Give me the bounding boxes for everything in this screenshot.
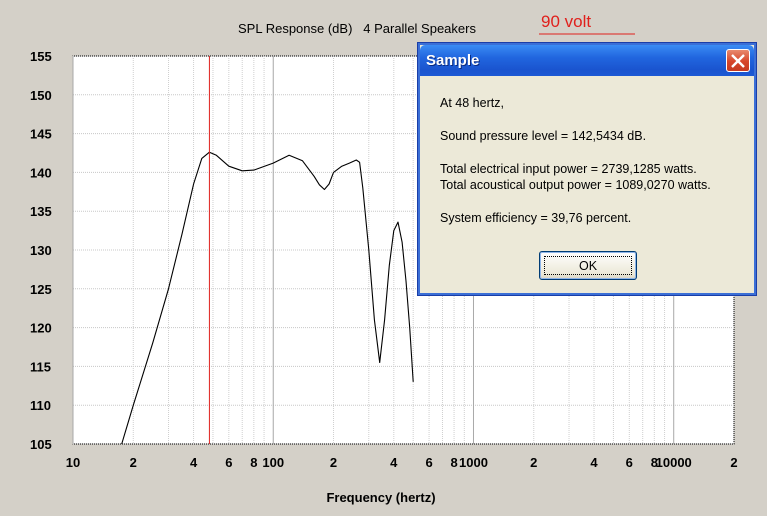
x-tick-label: 10 [66,455,80,470]
x-tick-label: 6 [425,455,432,470]
output-power-line: Total acoustical output power = 1089,027… [440,178,711,192]
y-tick-label: 140 [30,165,52,180]
y-tick-label: 135 [30,204,52,219]
close-icon [731,54,745,68]
x-tick-label: 4 [590,455,598,470]
x-tick-label: 6 [626,455,633,470]
sample-dialog: Sample At 48 hertz, Sound pressure level… [417,42,757,296]
spl-line: Sound pressure level = 142,5434 dB. [440,129,647,143]
ok-button-label: OK [578,258,598,273]
y-tick-label: 110 [30,398,51,413]
ok-button[interactable]: OK [539,251,637,280]
chart-title: SPL Response (dB) 4 Parallel Speakers [238,21,476,36]
ok-focus-rect [544,256,632,275]
dialog-message: At 48 hertz, Sound pressure level = 142,… [440,95,711,226]
x-tick-label: 8 [250,455,257,470]
x-tick-label: 2 [130,455,137,470]
x-tick-label: 100 [262,455,284,470]
dialog-title: Sample [426,52,480,69]
y-tick-label: 130 [30,243,52,258]
y-tick-label: 155 [30,49,52,64]
frequency-line: At 48 hertz, [440,96,504,110]
y-tick-label: 115 [30,359,51,374]
x-tick-label: 2 [330,455,337,470]
y-tick-label: 105 [30,437,52,452]
x-tick-label: 2 [530,455,537,470]
x-tick-label: 6 [225,455,232,470]
x-tick-label: 1000 [459,455,488,470]
x-tick-label: 8 [651,455,658,470]
x-tick-label: 4 [390,455,398,470]
x-axis-label: Frequency (hertz) [326,490,435,505]
x-tick-label: 2 [730,455,737,470]
voltage-annotation: 90 volt [541,12,591,31]
x-tick-label: 8 [450,455,457,470]
close-button[interactable] [726,49,750,72]
spl-curve [121,151,414,445]
y-tick-label: 150 [30,88,52,103]
x-tick-label: 10000 [656,455,692,470]
input-power-line: Total electrical input power = 2739,1285… [440,162,697,176]
efficiency-line: System efficiency = 39,76 percent. [440,211,632,225]
curve-layer [121,151,414,445]
y-tick-label: 145 [30,127,52,142]
x-tick-label: 4 [190,455,198,470]
dialog-titlebar[interactable]: Sample [420,45,754,76]
y-tick-label: 120 [30,321,52,336]
y-tick-labels: 155 150 145 140 135 130 125 120 115 110 105 [30,49,52,452]
y-tick-label: 125 [30,282,52,297]
